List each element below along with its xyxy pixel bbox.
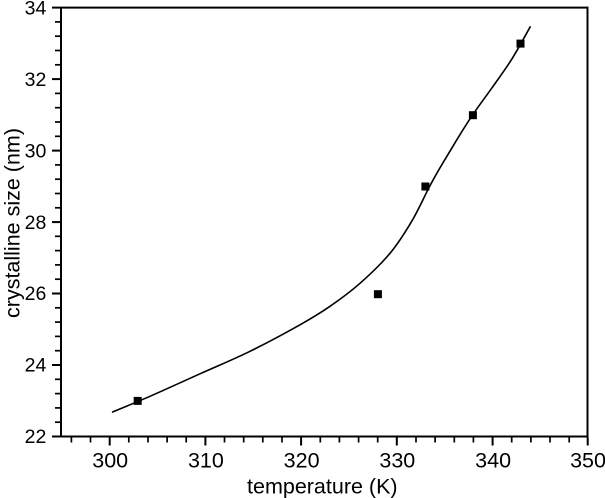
svg-text:26: 26: [25, 283, 47, 305]
svg-text:30: 30: [25, 140, 47, 162]
svg-text:24: 24: [25, 355, 47, 377]
svg-text:350: 350: [570, 448, 605, 472]
svg-text:crystalline size (nm): crystalline size (nm): [1, 128, 25, 318]
svg-text:22: 22: [25, 426, 47, 448]
svg-text:310: 310: [188, 448, 224, 472]
svg-text:32: 32: [25, 69, 47, 91]
svg-text:320: 320: [284, 448, 320, 472]
svg-text:34: 34: [25, 0, 47, 19]
svg-text:300: 300: [92, 448, 128, 472]
svg-text:340: 340: [475, 448, 511, 472]
svg-text:330: 330: [379, 448, 415, 472]
svg-text:28: 28: [25, 212, 47, 234]
svg-text:temperature (K): temperature (K): [247, 475, 398, 498]
